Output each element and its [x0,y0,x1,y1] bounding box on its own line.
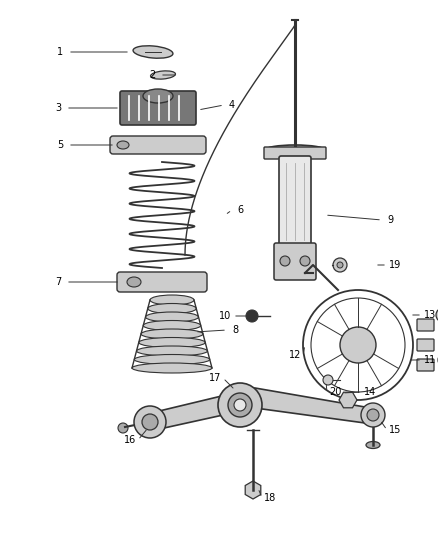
Text: 16: 16 [124,435,136,445]
Circle shape [361,403,385,427]
Circle shape [280,256,290,266]
Circle shape [333,258,347,272]
Ellipse shape [151,71,176,79]
Ellipse shape [139,337,205,348]
Ellipse shape [141,329,203,339]
FancyBboxPatch shape [417,319,434,331]
Text: 8: 8 [232,325,238,335]
Text: 1: 1 [57,47,63,57]
Text: 4: 4 [229,100,235,110]
Text: 15: 15 [389,425,401,435]
Circle shape [303,290,413,400]
Ellipse shape [145,312,198,322]
FancyBboxPatch shape [417,359,434,371]
Text: 9: 9 [387,215,393,225]
Ellipse shape [133,46,173,58]
FancyBboxPatch shape [417,339,434,351]
Text: 10: 10 [219,311,231,321]
Text: 14: 14 [364,387,376,397]
Ellipse shape [143,320,201,330]
Text: 17: 17 [209,373,221,383]
Ellipse shape [127,277,141,287]
Ellipse shape [366,441,380,448]
Circle shape [337,262,343,268]
FancyBboxPatch shape [279,156,311,247]
Ellipse shape [143,89,173,103]
Ellipse shape [137,346,208,356]
Circle shape [234,399,246,411]
Circle shape [228,393,252,417]
FancyBboxPatch shape [274,243,316,280]
Ellipse shape [132,363,212,373]
Circle shape [323,375,333,385]
Ellipse shape [150,295,194,305]
FancyBboxPatch shape [117,272,207,292]
Circle shape [118,423,128,433]
Ellipse shape [134,354,210,365]
FancyBboxPatch shape [264,147,326,159]
Circle shape [367,409,379,421]
Ellipse shape [148,303,196,313]
Text: 12: 12 [289,350,301,360]
Text: 13: 13 [424,310,436,320]
Circle shape [134,406,166,438]
FancyBboxPatch shape [120,91,196,125]
Text: 7: 7 [55,277,61,287]
Ellipse shape [117,141,129,149]
FancyBboxPatch shape [110,136,206,154]
Circle shape [218,383,262,427]
Text: 6: 6 [237,205,243,215]
Circle shape [311,298,405,392]
Circle shape [142,414,158,430]
Text: 19: 19 [389,260,401,270]
Text: 11: 11 [424,355,436,365]
Text: 5: 5 [57,140,63,150]
Circle shape [246,310,258,322]
Text: 2: 2 [149,70,155,80]
Text: 18: 18 [264,493,276,503]
Circle shape [300,256,310,266]
Text: 20: 20 [329,387,341,397]
Text: 3: 3 [55,103,61,113]
Circle shape [340,327,376,363]
Circle shape [436,308,438,322]
Ellipse shape [265,145,325,155]
Polygon shape [155,388,365,430]
